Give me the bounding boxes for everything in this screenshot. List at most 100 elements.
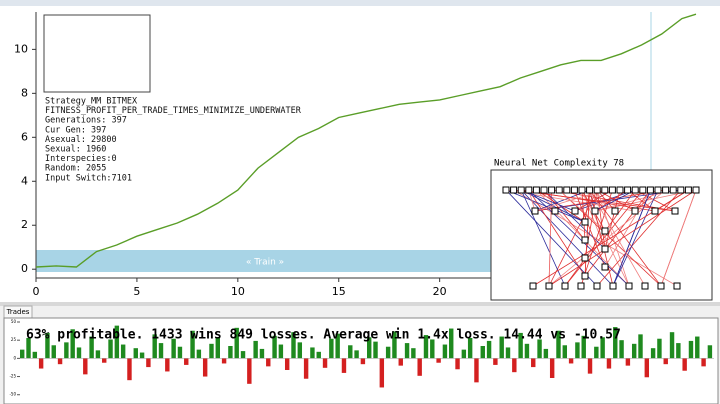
nn-node — [677, 186, 685, 194]
tab-label[interactable]: Trades — [6, 308, 30, 316]
nn-link — [513, 189, 678, 287]
nn-node — [563, 186, 571, 194]
nn-node — [593, 282, 601, 290]
trade-bar — [165, 358, 170, 372]
nn-node — [577, 282, 585, 290]
trade-bar — [291, 332, 296, 359]
trade-bar — [379, 358, 385, 388]
trade-bar — [102, 358, 107, 363]
trade-bar — [486, 340, 492, 359]
trade-bar — [95, 350, 101, 359]
trade-bar — [57, 358, 63, 365]
trade-bar — [152, 334, 157, 359]
nn-node — [548, 186, 556, 194]
nn-node — [525, 186, 533, 194]
nn-node — [651, 207, 659, 215]
nn-link — [612, 189, 659, 287]
splitter[interactable] — [0, 302, 720, 306]
trade-bar — [51, 345, 56, 359]
y-tick-label: 4 — [21, 174, 28, 187]
nn-link — [589, 189, 646, 287]
trade-bar — [531, 358, 536, 368]
trade-bar — [354, 350, 359, 359]
nn-node — [631, 207, 639, 215]
nn-node — [593, 186, 601, 194]
nn-node — [631, 186, 639, 194]
trade-bar — [20, 349, 25, 359]
stats-line: Generations: 397 — [45, 116, 127, 126]
trade-bar — [543, 348, 549, 359]
nn-node — [510, 186, 518, 194]
trade-bar — [512, 358, 517, 373]
nn-node — [591, 207, 599, 215]
nn-node — [646, 186, 654, 194]
nn-link — [596, 189, 606, 250]
trade-bar — [549, 358, 555, 378]
nn-node — [662, 186, 670, 194]
trade-bar — [215, 337, 220, 359]
trade-bar — [505, 347, 511, 359]
nn-link — [581, 189, 586, 241]
trade-bar — [38, 358, 44, 369]
trade-bar — [404, 343, 410, 359]
x-tick-label: 15 — [332, 285, 346, 298]
nn-link — [564, 189, 644, 287]
trade-bar — [133, 348, 138, 359]
train-band — [36, 250, 494, 272]
nn-node — [608, 186, 616, 194]
trade-bar — [158, 343, 164, 359]
trade-bar — [568, 358, 574, 364]
nn-node — [601, 263, 609, 271]
nn-node — [657, 282, 665, 290]
trade-bar — [266, 358, 271, 367]
trade-bar — [587, 358, 593, 374]
nn-link — [543, 189, 586, 241]
trade-bar — [650, 348, 656, 359]
trade-bar — [455, 358, 460, 370]
trade-bar — [272, 335, 277, 359]
nn-node — [616, 186, 624, 194]
trade-bar — [310, 347, 315, 359]
trade-bar — [688, 340, 694, 359]
x-tick-label: 20 — [433, 285, 447, 298]
trade-bar — [392, 331, 397, 359]
trade-bar — [284, 358, 290, 370]
trade-bar — [537, 339, 542, 359]
stats-line: Input Switch:7101 — [45, 173, 132, 183]
trade-bar — [367, 337, 372, 359]
nn-node — [545, 282, 553, 290]
stats-line: Random: 2055 — [45, 164, 106, 174]
y-tick-label: 25 — [11, 337, 17, 342]
trade-bar — [518, 332, 523, 359]
trade-bar — [461, 349, 467, 359]
trade-bar — [228, 346, 233, 359]
nn-node — [532, 186, 540, 194]
nn-node — [578, 186, 586, 194]
nn-link — [660, 189, 697, 287]
trade-bar — [360, 358, 366, 365]
trade-bar — [297, 342, 303, 359]
trade-bar — [146, 358, 151, 368]
trade-bar — [657, 338, 662, 359]
trade-bar — [474, 358, 479, 383]
stats-line: Interspecies:0 — [45, 154, 117, 164]
nn-link — [532, 189, 689, 287]
nn-node — [581, 236, 589, 244]
trade-bar — [278, 344, 284, 359]
nn-node — [654, 186, 662, 194]
trades-summary: 63% profitable. 1433 wins 849 losses. Av… — [26, 328, 621, 343]
nn-link — [581, 189, 630, 287]
trade-bar — [701, 358, 706, 367]
trade-bar — [430, 339, 435, 359]
trade-bar — [127, 358, 132, 381]
title-bar — [0, 0, 720, 6]
trade-bar — [600, 337, 605, 359]
trade-bar — [114, 325, 120, 359]
nn-node — [502, 186, 510, 194]
trade-bar — [467, 338, 473, 359]
nn-link — [548, 189, 666, 287]
train-label: « Train » — [246, 258, 284, 268]
y-tick-label: 0 — [13, 355, 16, 360]
nn-node — [531, 207, 539, 215]
trade-bar — [606, 358, 612, 369]
